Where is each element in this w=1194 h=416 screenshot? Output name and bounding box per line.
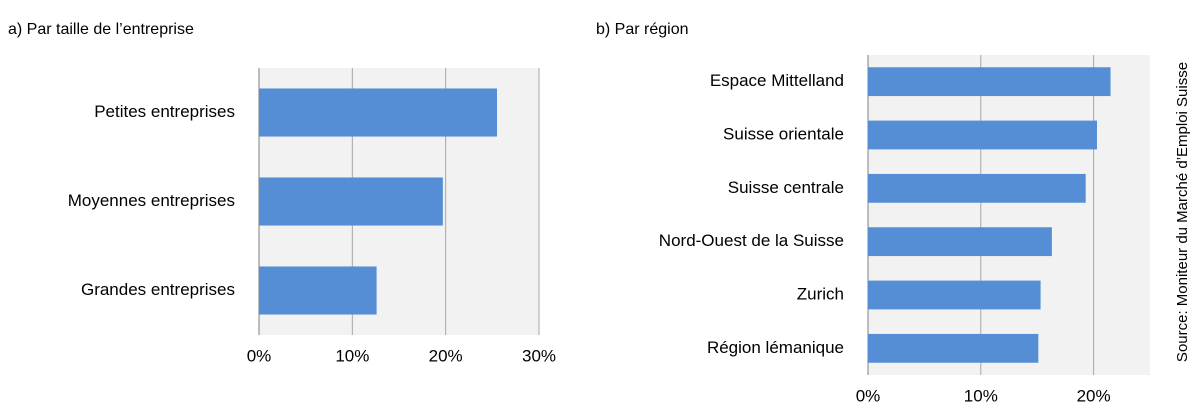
x-tick-label: 0% (247, 346, 272, 365)
chart-title: a) Par taille de l’entreprise (8, 21, 194, 38)
x-tick-label: 10% (964, 386, 998, 405)
y-tick-label: Moyennes entreprises (68, 191, 235, 210)
bar (868, 173, 1086, 203)
x-tick-label: 0% (856, 386, 881, 405)
bar (259, 266, 377, 315)
bar (259, 88, 497, 137)
bar (259, 177, 443, 226)
source-note: Source: Moniteur du Marché d’Emploi Suis… (1174, 62, 1191, 362)
y-tick-label: Région lémanique (707, 338, 844, 357)
x-tick-label: 20% (1077, 386, 1111, 405)
y-tick-label: Petites entreprises (94, 102, 235, 121)
bar (868, 280, 1041, 310)
y-tick-label: Nord-Ouest de la Suisse (659, 231, 844, 250)
bar (868, 227, 1052, 257)
x-tick-label: 20% (429, 346, 463, 365)
bar (868, 333, 1039, 363)
plot-area (868, 55, 1150, 375)
x-tick-label: 30% (522, 346, 556, 365)
bar (868, 120, 1097, 150)
y-tick-label: Suisse orientale (723, 124, 844, 143)
y-tick-label: Espace Mittelland (710, 71, 844, 90)
chart-title: b) Par région (596, 21, 689, 38)
x-tick-label: 10% (335, 346, 369, 365)
bar (868, 67, 1111, 97)
y-tick-label: Zurich (797, 284, 844, 303)
y-tick-label: Grandes entreprises (81, 280, 235, 299)
y-tick-label: Suisse centrale (728, 178, 844, 197)
